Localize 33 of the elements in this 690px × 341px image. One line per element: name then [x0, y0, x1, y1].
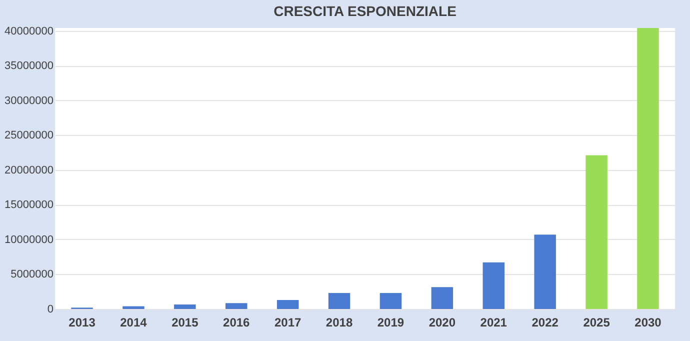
bar: [431, 287, 454, 309]
chart-title: CRESCITA ESPONENZIALE: [274, 2, 456, 19]
x-tick-label: 2013: [68, 316, 96, 330]
y-tick-label: 25000000: [4, 130, 54, 142]
x-tick-label: 2020: [428, 316, 456, 330]
bar: [276, 300, 299, 309]
bar: [586, 155, 608, 309]
bar: [534, 234, 556, 309]
bar: [122, 306, 144, 309]
x-tick-label: 2015: [172, 316, 199, 330]
bar: [637, 28, 659, 309]
x-tick-label: 2017: [274, 316, 302, 330]
x-tick-label: 2021: [480, 316, 508, 330]
y-tick-label: 20000000: [4, 164, 54, 176]
bar: [482, 262, 504, 309]
y-tick-label: 30000000: [4, 94, 54, 107]
y-tick-label: 15000000: [4, 199, 54, 212]
x-tick-label: 2014: [120, 316, 148, 330]
bar: [328, 293, 350, 309]
bar: [174, 304, 196, 309]
y-tick-label: 0: [47, 304, 54, 316]
y-tick-label: 5000000: [10, 268, 54, 281]
x-tick-label: 2018: [326, 316, 353, 330]
y-tick-label: 35000000: [4, 60, 54, 72]
bar: [226, 303, 248, 309]
y-tick-label: 40000000: [4, 25, 54, 38]
x-tick-label: 2030: [634, 316, 662, 330]
x-tick-label: 2019: [377, 316, 404, 330]
y-tick-label: 10000000: [4, 234, 54, 246]
bar: [380, 293, 402, 309]
x-tick-label: 2016: [223, 316, 250, 330]
x-tick-label: 2022: [532, 316, 559, 330]
x-tick-label: 2025: [583, 316, 610, 330]
